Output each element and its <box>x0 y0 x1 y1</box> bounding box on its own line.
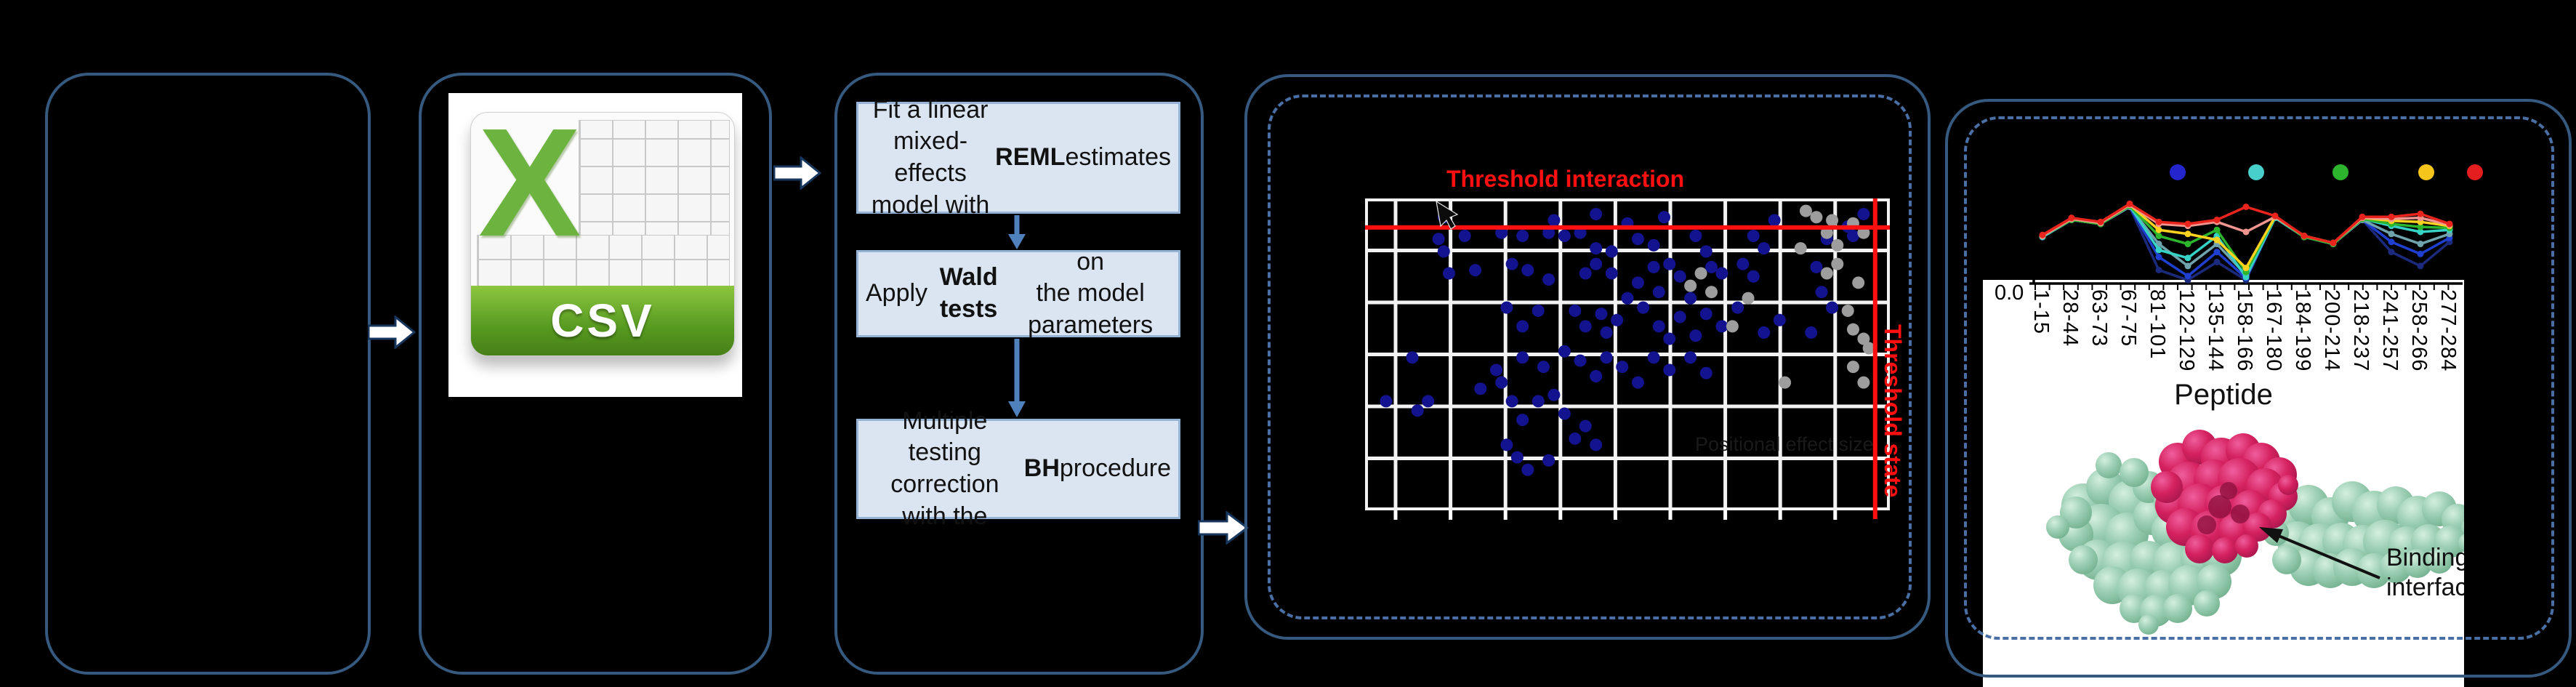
step-wald-tests: Apply Wald tests on the model parameters <box>856 248 1180 339</box>
csv-label-band: CSV <box>471 286 734 355</box>
flow-arrow-icon <box>773 156 821 190</box>
legend-dot <box>2248 164 2264 180</box>
excel-x-glyph: X <box>478 112 581 268</box>
step-bh-correction: Multiple testing correction with the BH … <box>856 407 1180 530</box>
y-axis-tick-label: 0.0 <box>1995 281 2024 305</box>
flow-arrow-icon <box>1198 511 1249 545</box>
uptake-line-chart <box>2029 200 2463 290</box>
x-axis-title: Peptide <box>2174 379 2273 411</box>
threshold-scatter-plot <box>1365 198 1890 520</box>
scatter-title: Threshold interaction <box>1446 166 1685 192</box>
threshold-state-label: Threshold state <box>1880 324 1906 498</box>
down-arrow-icon <box>1008 215 1026 249</box>
timepoint-legend <box>2162 164 2497 182</box>
structure-box <box>1945 99 2572 678</box>
legend-dot <box>2170 164 2186 180</box>
csv-input-box <box>419 73 772 675</box>
stats-workflow-box <box>834 73 1204 675</box>
down-arrow-icon <box>1008 339 1026 417</box>
csv-label: CSV <box>550 294 655 347</box>
effect-size-ghost-label: Positional effect size <box>1695 433 1874 455</box>
protein-structure-image <box>2046 430 2464 635</box>
legend-dot <box>2467 164 2483 180</box>
step-fit-lmm: Fit a linear mixed- effects model with R… <box>856 96 1180 219</box>
legend-dot <box>2333 164 2348 180</box>
structure-dashed-frame <box>1964 116 2554 640</box>
flow-arrow-icon <box>368 316 416 349</box>
binding-interface-label: Binding interface <box>2386 544 2464 601</box>
results-scatter-box <box>1244 74 1931 640</box>
spreadsheet-grid-icon <box>477 235 730 289</box>
csv-file-icon: X CSV <box>448 93 742 397</box>
uptake-figure-panel: 0.0 1-15 28-44 63-73 67-75 81-101 122-129 135-… <box>1983 280 2464 687</box>
csv-card: X CSV <box>470 112 735 356</box>
legend-dot <box>2418 164 2434 180</box>
input-data-box <box>45 73 371 675</box>
results-scatter-dashed-frame <box>1268 95 1912 619</box>
